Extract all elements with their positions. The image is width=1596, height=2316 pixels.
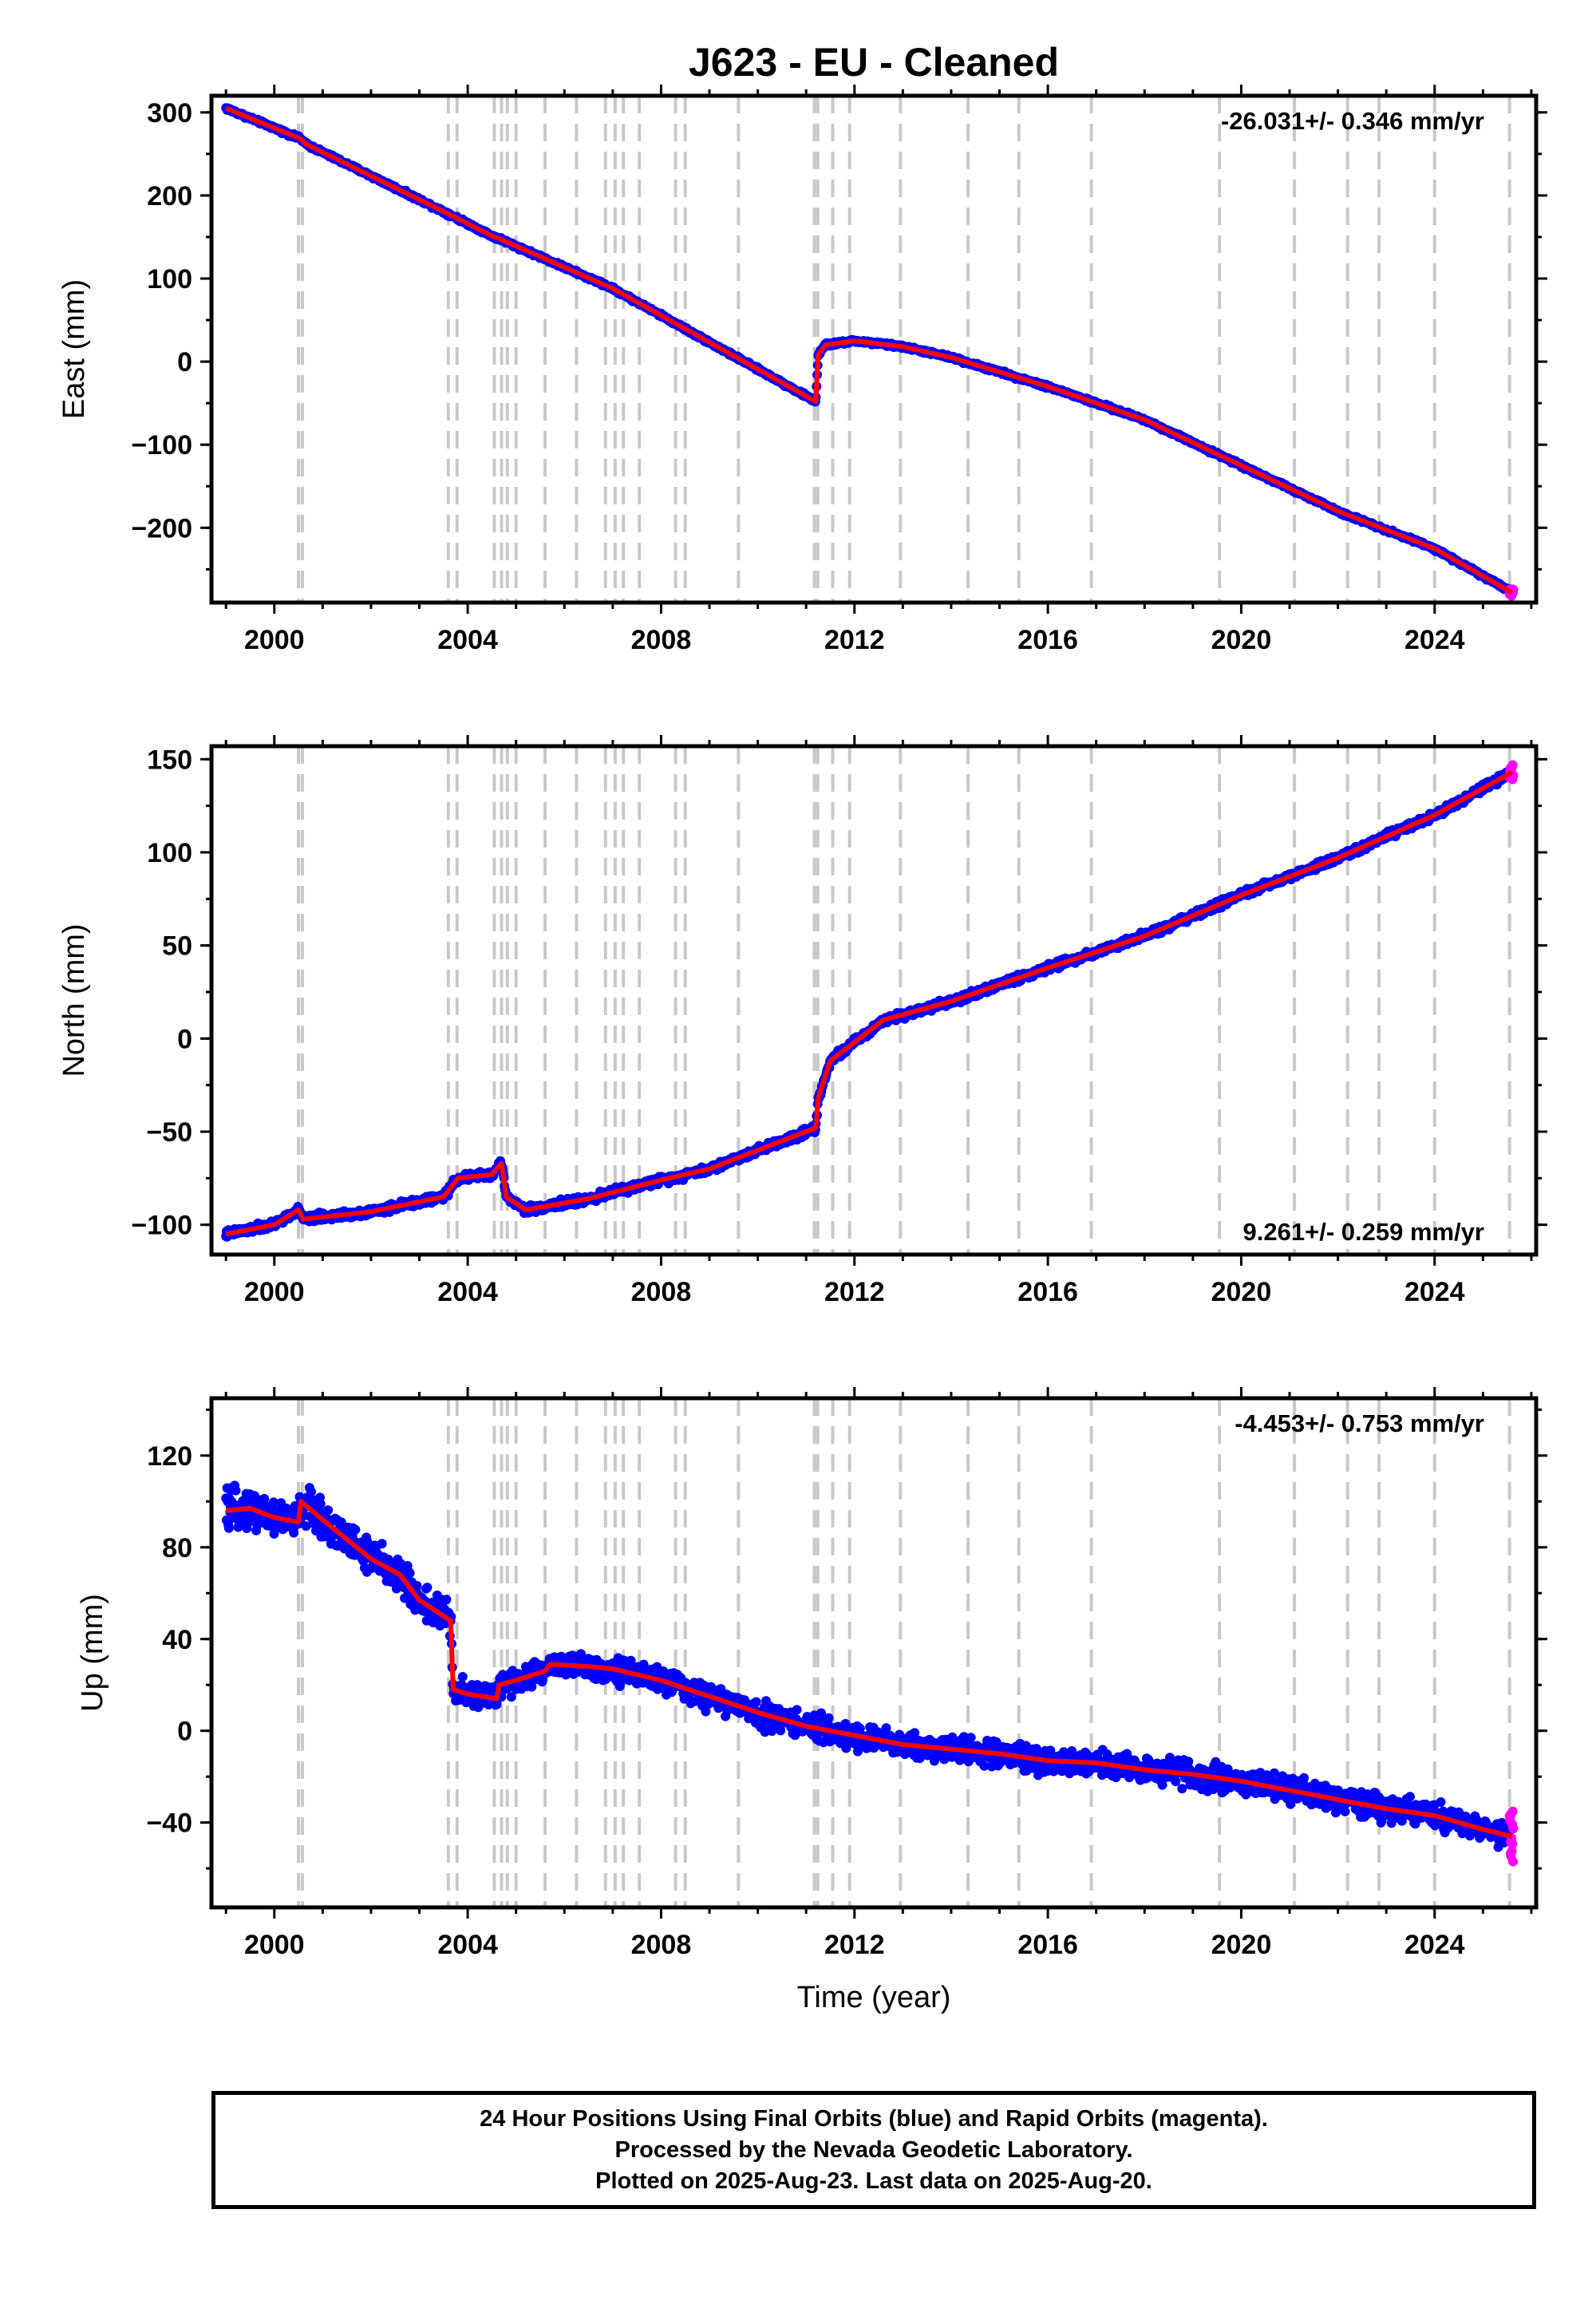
north-plot-area <box>221 746 1519 1255</box>
north-frame <box>209 744 1539 1257</box>
east-ytick-label: 100 <box>147 264 192 294</box>
up-final-orbit-point <box>306 1487 316 1497</box>
north-ytick-label: −50 <box>146 1117 192 1148</box>
east-ytick-label: 300 <box>147 98 192 128</box>
east-ylabel: East (mm) <box>57 279 91 419</box>
north-ytick-label: 0 <box>177 1024 192 1054</box>
east-xtick-label: 2012 <box>824 625 885 655</box>
east-ytick-label: −200 <box>131 513 192 543</box>
north-ytick-label: 100 <box>147 838 192 868</box>
up-final-orbit-point <box>315 1499 326 1509</box>
east-ytick-label: 0 <box>177 347 192 377</box>
east-xtick-label: 2024 <box>1404 625 1465 655</box>
up-final-orbit-point <box>223 1523 234 1533</box>
east-frame <box>209 93 1539 605</box>
north-rate-annotation: 9.261+/- 0.259 mm/yr <box>1243 1218 1484 1246</box>
up-final-orbit-point <box>289 1528 299 1538</box>
east-ytick-label: 200 <box>147 181 192 211</box>
north-model-fit-line <box>225 770 1514 1237</box>
up-final-orbit-point <box>323 1505 334 1516</box>
up-final-orbit-point <box>268 1497 279 1508</box>
north-xtick-label: 2000 <box>244 1277 305 1307</box>
panel-east: −200 −100 0 100 200 300 2000 2004 2008 2012 2016 20… <box>57 85 1547 655</box>
east-xtick-label: 2004 <box>437 625 498 655</box>
up-final-orbit-point <box>231 1485 241 1496</box>
east-xtick-label: 2000 <box>244 625 305 655</box>
north-xtick-label: 2016 <box>1017 1277 1078 1307</box>
figure-title: J623 - EU - Cleaned <box>689 40 1059 85</box>
north-xtick-label: 2012 <box>824 1277 885 1307</box>
east-final-orbit-points <box>221 103 1515 595</box>
north-ytick-label: 50 <box>162 931 192 962</box>
north-final-orbit-points <box>221 767 1515 1242</box>
east-model-fit-line <box>225 105 1514 595</box>
east-xtick-label: 2008 <box>631 625 692 655</box>
east-rate-annotation: -26.031+/- 0.346 mm/yr <box>1221 107 1484 135</box>
north-ytick-label: −100 <box>131 1211 192 1241</box>
panel-north: −100 −50 0 50 100 150 2000 2004 2008 2012 2016 2020… <box>57 735 1547 1307</box>
east-ytick-label: −100 <box>131 430 192 460</box>
north-xtick-label: 2020 <box>1211 1277 1272 1307</box>
north-xtick-label: 2008 <box>631 1277 692 1307</box>
north-rapid-orbit-point <box>1507 760 1518 770</box>
north-xtick-label: 2024 <box>1404 1277 1465 1307</box>
east-plot-area <box>221 96 1519 603</box>
north-ytick-label: 150 <box>147 745 192 775</box>
north-xtick-label: 2004 <box>437 1277 498 1307</box>
panels-group: −200 −100 0 100 200 300 2000 2004 2008 2012 2016 20… <box>57 85 1547 1960</box>
east-xtick-label: 2016 <box>1017 625 1078 655</box>
up-plot-area <box>221 1398 1519 1907</box>
east-xtick-label: 2020 <box>1211 625 1272 655</box>
north-ylabel: North (mm) <box>57 923 91 1077</box>
